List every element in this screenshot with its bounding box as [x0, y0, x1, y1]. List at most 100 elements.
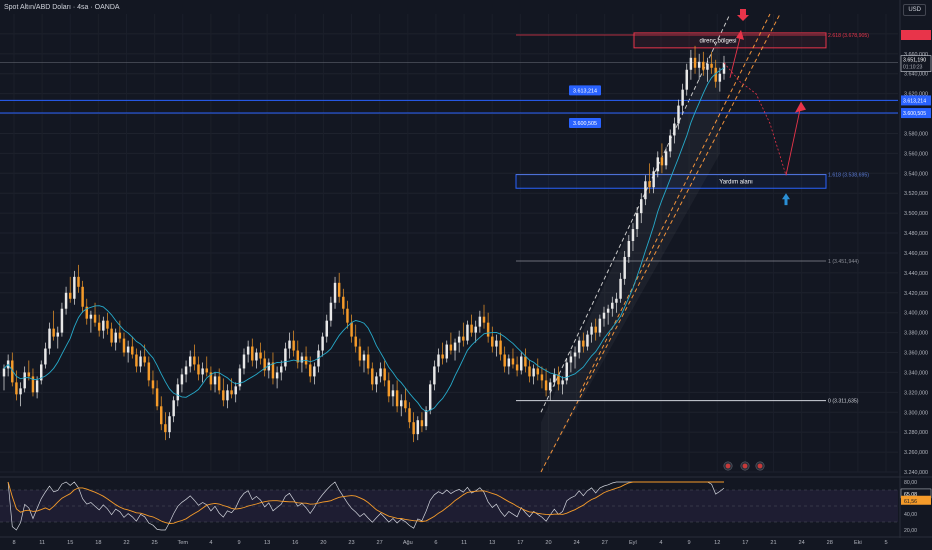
candle-body: [172, 400, 175, 417]
candle-body: [354, 336, 357, 347]
candle-body: [110, 328, 113, 343]
event-flag-dot: [725, 463, 731, 469]
candle-body: [40, 364, 43, 381]
candle-body: [226, 390, 229, 401]
candle-body: [486, 322, 490, 337]
x-tick-label: 17: [517, 540, 523, 546]
candle-body: [482, 316, 486, 323]
candle-body: [77, 276, 80, 287]
time-axis[interactable]: 8 11 15 18 22 25 Tem 4 9 13 16 20 23 27 Ağu 6 11 13 17 20 24…: [0, 536, 932, 546]
candle-body: [56, 332, 60, 337]
channel-lower-line: [540, 13, 781, 473]
candle-body: [532, 368, 535, 377]
candle-body: [160, 406, 163, 425]
candle-body: [333, 282, 337, 303]
channel-mid-line: [579, 13, 771, 393]
candle-body: [478, 316, 482, 327]
candle-body: [238, 368, 242, 387]
candle-body: [222, 390, 225, 401]
candle-body: [660, 157, 664, 166]
y-tick-label: 3.540,000: [904, 171, 928, 177]
candle-body: [395, 390, 399, 407]
resistance-zone-label: direnç bölgesi: [699, 38, 736, 44]
candle-body: [598, 318, 602, 333]
x-tick-label: 11: [39, 540, 45, 546]
y-tick-label: 3.260,000: [904, 450, 928, 456]
x-tick-label: 13: [489, 540, 495, 546]
candle-body: [184, 366, 188, 375]
y-tick-label: 3.580,000: [904, 131, 928, 137]
candle-body: [85, 306, 88, 319]
x-tick-label: Eyl: [629, 540, 637, 546]
rsi-ma-tag: [901, 495, 931, 505]
candle-body: [491, 336, 494, 347]
candle-body: [267, 362, 271, 371]
price-label-box: [569, 118, 601, 129]
candle-body: [164, 424, 167, 433]
candle-body: [520, 356, 523, 371]
candle-body: [706, 63, 709, 70]
event-flag-dot: [757, 463, 763, 469]
candle-body: [606, 308, 610, 313]
candle-body: [548, 382, 552, 391]
candle-body: [342, 296, 345, 309]
candle-body: [623, 256, 626, 279]
candle-body: [139, 356, 142, 367]
price-axis[interactable]: 3.240,000 3.260,000 3.280,000 3.300,000 3.32…: [899, 0, 932, 538]
y-tick-label: 3.340,000: [904, 370, 928, 376]
x-tick-label: 12: [714, 540, 720, 546]
annotations: 3.613,214 3.600,505: [569, 9, 806, 471]
x-tick-label: 18: [95, 540, 101, 546]
candle-body: [573, 352, 577, 357]
candle-body: [106, 320, 109, 329]
candle-body: [288, 340, 291, 349]
candle-body: [664, 151, 668, 166]
candle-body: [722, 62, 726, 74]
candle-body: [640, 199, 643, 214]
fib-level-label: 1 (3.451,944): [828, 259, 859, 265]
y-tick-label: 3.520,000: [904, 191, 928, 197]
last-price-value: 3.651,190: [903, 58, 926, 64]
candle-body: [329, 302, 333, 321]
candle-body: [23, 372, 26, 389]
candle-body: [644, 181, 647, 200]
candle-body: [201, 368, 204, 375]
candle-body: [217, 376, 221, 391]
candle-body: [474, 326, 477, 333]
candle-body: [275, 372, 279, 379]
candle-body: [147, 362, 151, 381]
candle-body: [718, 73, 722, 82]
candle-body: [428, 384, 432, 411]
candle-body: [511, 358, 515, 365]
candle-body: [155, 388, 159, 407]
candle-body: [73, 276, 76, 299]
candle-body: [635, 213, 639, 230]
currency-button[interactable]: USD: [903, 4, 926, 16]
candle-body: [197, 364, 200, 375]
candle-body: [437, 354, 440, 367]
candle-body: [48, 328, 51, 349]
candle-body: [627, 241, 631, 257]
x-tick-label: 9: [688, 540, 691, 546]
candle-body: [259, 352, 262, 359]
candle-body: [619, 278, 622, 299]
x-tick-label: 24: [798, 540, 804, 546]
y-tick-label: 3.480,000: [904, 231, 928, 237]
rsi-line: [7, 481, 725, 531]
candle-body: [404, 400, 407, 409]
candle-body: [114, 332, 117, 343]
candle-body: [524, 356, 527, 367]
price-channel: [540, 13, 781, 473]
candle-body: [151, 380, 155, 389]
candle-body: [27, 372, 31, 377]
y-tick-label: 3.360,000: [904, 351, 928, 357]
moving-average-series: [3, 67, 725, 412]
candle-body: [31, 376, 35, 393]
y-tick-label: 3.440,000: [904, 271, 928, 277]
candle-body: [466, 324, 469, 341]
candle-body: [387, 380, 391, 397]
y-tick-label: 3.400,000: [904, 311, 928, 317]
x-tick-label: 27: [377, 540, 383, 546]
candle-body: [143, 356, 146, 363]
